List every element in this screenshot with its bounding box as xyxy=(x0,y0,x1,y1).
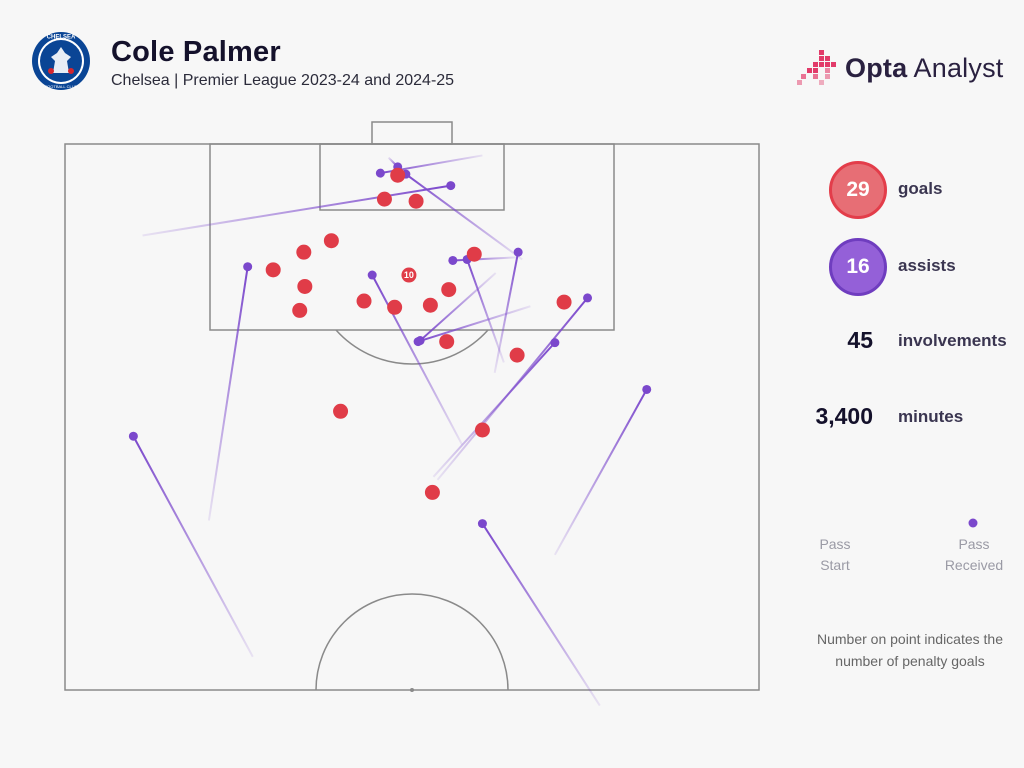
goals-count-badge: 29 xyxy=(829,161,887,219)
opta-analyst-logo-icon xyxy=(797,50,836,85)
goals-label: goals xyxy=(898,179,943,198)
assist-received-point xyxy=(415,336,425,346)
goal xyxy=(371,121,453,145)
assist-pass-line xyxy=(417,305,531,343)
legend-start-line1: Pass xyxy=(819,536,851,552)
goal-point xyxy=(390,167,406,183)
assists-layer xyxy=(128,154,652,707)
minutes-label: minutes xyxy=(898,407,964,426)
assist-received-point xyxy=(477,519,487,529)
involvements-label: involvements xyxy=(898,331,1007,350)
goal-point xyxy=(556,294,572,310)
assist-pass-line xyxy=(207,266,249,521)
assist-received-point xyxy=(375,168,385,178)
assist-pass-line xyxy=(405,173,523,261)
penalty-note: Number on point indicates the number of … xyxy=(817,631,1003,669)
goal-point xyxy=(439,334,455,350)
assist-received-point xyxy=(642,384,652,394)
minutes-value: 3,400 xyxy=(815,403,873,429)
assist-pass-line xyxy=(142,184,451,237)
legend-received-line1: Pass xyxy=(958,536,990,552)
goal-point xyxy=(356,293,372,309)
assist-pass-line xyxy=(132,435,254,658)
legend-start-line2: Start xyxy=(820,557,850,573)
brand-name: Opta Analyst xyxy=(845,53,1003,84)
assists-label: assists xyxy=(898,256,956,275)
assist-pass-line xyxy=(466,259,505,363)
assist-pass-line xyxy=(436,297,589,481)
assist-pass-line xyxy=(419,272,497,342)
assist-pass-line xyxy=(554,388,648,556)
goal-point xyxy=(422,297,438,313)
page-subtitle: Chelsea | Premier League 2023-24 and 202… xyxy=(111,72,455,89)
involvements-value: 45 xyxy=(847,327,873,353)
assists-count-badge: 16 xyxy=(829,238,887,296)
assist-received-point xyxy=(446,181,456,191)
legend-received-line2: Received xyxy=(944,557,1004,573)
penalty-arc xyxy=(335,329,489,365)
chelsea-crest-icon: CHELSEA FOOTBALL CLUB xyxy=(32,32,90,90)
assist-received-point xyxy=(128,431,138,441)
brand-light: Analyst xyxy=(907,53,1004,83)
goal-point xyxy=(466,246,482,262)
assist-received-point xyxy=(243,262,253,272)
legend-pass-start: Pass Start xyxy=(800,534,870,576)
assist-received-point xyxy=(583,293,593,303)
goal-point xyxy=(387,299,403,315)
goal-point xyxy=(441,282,457,298)
goal-point xyxy=(424,484,440,500)
assist-received-point xyxy=(367,270,377,280)
page-title: Cole Palmer xyxy=(111,36,281,68)
goal-point xyxy=(333,403,349,419)
assist-pass-line xyxy=(371,274,463,446)
penalty-goal-point xyxy=(401,267,417,283)
pass-legend-line xyxy=(834,518,978,528)
assist-pass-line xyxy=(493,251,520,373)
goals-layer: 10 xyxy=(265,167,572,500)
penalty-goal-count-label: 10 xyxy=(404,270,414,280)
pitch-outline xyxy=(64,143,760,691)
goal-point xyxy=(296,244,312,260)
assist-received-point xyxy=(448,255,458,265)
penalty-area xyxy=(209,143,615,331)
pitch-markings xyxy=(64,121,760,691)
centre-circle xyxy=(315,593,509,691)
goal-point xyxy=(323,233,339,249)
goal-point xyxy=(292,302,308,318)
goal-point xyxy=(376,191,392,207)
goal-point xyxy=(265,262,281,278)
goal-point xyxy=(509,347,525,363)
centre-spot xyxy=(410,688,414,692)
crest-text: CHELSEA xyxy=(47,35,76,41)
pass-received-marker xyxy=(968,518,978,528)
goal-point xyxy=(408,193,424,209)
goal-point xyxy=(297,278,313,294)
pitch-chart: 10 xyxy=(64,121,760,707)
goal-point xyxy=(474,422,490,438)
assist-received-point xyxy=(513,247,523,257)
legend-pass-received: Pass Received xyxy=(934,534,1014,576)
assist-pass-line xyxy=(452,256,518,262)
brand-bold: Opta xyxy=(845,53,908,83)
assist-pass-line xyxy=(481,523,601,707)
crest-ring-text: FOOTBALL CLUB xyxy=(45,84,78,89)
